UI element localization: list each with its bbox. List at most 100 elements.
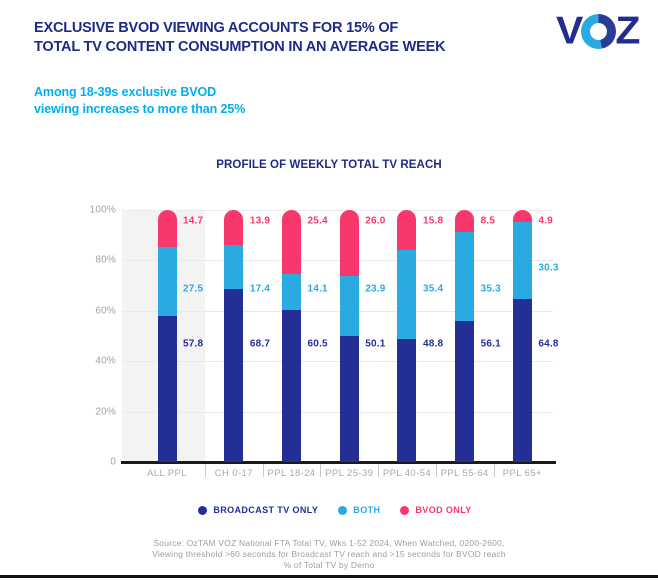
grid-line xyxy=(122,361,553,363)
y-axis-label: 80% xyxy=(95,254,116,266)
legend-label: BROADCAST TV ONLY xyxy=(213,505,319,515)
page-title-line1: EXCLUSIVE BVOD VIEWING ACCOUNTS FOR 15% … xyxy=(34,20,399,36)
bar-segment-bvod-only xyxy=(282,210,302,274)
value-label: 17.4 xyxy=(249,283,271,295)
legend-item: BOTH xyxy=(338,505,380,515)
value-label: 15.8 xyxy=(422,215,444,227)
legend-item: BVOD ONLY xyxy=(400,505,471,515)
x-axis-label: PPL 40-54 xyxy=(382,468,432,479)
value-label: 68.7 xyxy=(249,338,271,350)
value-label: 35.3 xyxy=(480,283,501,295)
x-axis-line xyxy=(121,461,556,464)
x-axis-label: PPL 25-39 xyxy=(325,468,374,479)
value-label: 27.5 xyxy=(183,283,204,295)
bar-segment-bvod-only xyxy=(455,210,475,232)
x-axis-tick xyxy=(378,464,380,477)
value-label: 13.9 xyxy=(249,215,271,227)
stacked-bar xyxy=(224,210,244,462)
chart-title: PROFILE OF WEEKLY TOTAL TV REACH xyxy=(216,159,442,171)
page-title-line2: TOTAL TV CONTENT CONSUMPTION IN AN AVERA… xyxy=(34,38,446,55)
legend-dot-icon xyxy=(198,505,208,515)
grid-line xyxy=(122,210,553,211)
x-axis-label: PPL 55-64 xyxy=(440,468,489,479)
value-label: 64.8 xyxy=(538,338,559,350)
value-label: 25.4 xyxy=(307,215,328,227)
page-title: EXCLUSIVE BVOD VIEWING ACCOUNTS FOR 15% … xyxy=(34,19,446,56)
legend-dot-icon xyxy=(400,505,410,515)
bar-segment-both xyxy=(157,247,177,317)
bar-segment-bvod-only xyxy=(224,210,244,246)
value-label: 50.1 xyxy=(365,338,386,350)
bar-segment-both xyxy=(397,249,417,340)
bar-segment-both xyxy=(512,222,532,299)
y-axis-label: 100% xyxy=(89,204,116,216)
legend-dot-icon xyxy=(338,505,348,515)
x-axis-label: CH 0-17 xyxy=(214,468,253,479)
chart-legend: BROADCAST TV ONLY BOTH BVOD ONLY xyxy=(6,505,658,515)
legend-item: BROADCAST TV ONLY xyxy=(198,505,318,515)
bar-segment-both xyxy=(455,231,475,321)
value-label: 14.7 xyxy=(183,215,204,227)
bar-segment-bvod-only xyxy=(339,210,359,276)
value-label: 8.5 xyxy=(480,215,496,227)
grid-line xyxy=(122,411,553,413)
x-axis-tick xyxy=(435,464,437,477)
page-subtitle-line1: Among 18-39s exclusive BVOD xyxy=(34,85,217,99)
x-axis-tick xyxy=(493,464,495,477)
bar-segment-broadcast-only xyxy=(397,339,417,462)
grid-line xyxy=(122,310,553,312)
bar-segment-broadcast-only xyxy=(224,288,244,462)
x-axis-label: PPL 18-24 xyxy=(267,468,316,479)
bottom-rule xyxy=(0,575,658,578)
value-label: 35.4 xyxy=(422,283,444,295)
value-label: 4.9 xyxy=(538,215,553,227)
voz-logo-letter-z: Z xyxy=(615,8,640,52)
value-label: 56.1 xyxy=(480,338,501,350)
value-label: 60.5 xyxy=(307,338,328,350)
x-axis-tick xyxy=(205,464,206,477)
tv-reach-chart: 100% 80% 60% 40% 20% 0 14.7 27.5 57.8 ALL PPL 13.9… xyxy=(89,204,559,480)
bar-segment-broadcast-only xyxy=(339,335,359,462)
stacked-bar xyxy=(512,210,532,462)
stacked-bar xyxy=(282,210,302,462)
value-label: 30.3 xyxy=(538,262,559,274)
y-axis-label: 60% xyxy=(95,305,116,317)
x-axis-label: ALL PPL xyxy=(147,468,187,479)
stacked-bar xyxy=(455,210,475,462)
source-note: Source: OzTAM VOZ National FTA Total TV,… xyxy=(0,538,658,571)
bar-segment-both xyxy=(282,274,302,310)
page-subtitle-line2: viewing increases to more than 25% xyxy=(34,101,246,116)
x-axis-label: PPL 65+ xyxy=(502,468,542,479)
value-label: 23.9 xyxy=(365,283,386,295)
page-subtitle: Among 18-39s exclusive BVOD viewing incr… xyxy=(34,84,245,117)
bar-segment-broadcast-only xyxy=(157,316,177,462)
bar-segment-bvod-only xyxy=(397,210,417,250)
stacked-bar xyxy=(339,210,359,462)
grid-line xyxy=(122,260,553,262)
bar-segment-both xyxy=(224,245,244,289)
value-label: 48.8 xyxy=(422,338,444,350)
bar-segment-broadcast-only xyxy=(282,309,302,462)
y-axis-label: 40% xyxy=(95,355,116,367)
stacked-bar xyxy=(157,210,177,462)
x-axis-tick xyxy=(262,464,264,477)
legend-label: BVOD ONLY xyxy=(415,505,472,515)
bar-segment-bvod-only xyxy=(157,210,177,248)
legend-label: BOTH xyxy=(353,505,381,515)
voz-logo-o-icon xyxy=(581,13,617,49)
bar-segment-broadcast-only xyxy=(455,320,475,462)
bar-segment-both xyxy=(339,275,359,336)
source-note-line2: Viewing threshold >60 seconds for Broadc… xyxy=(152,549,506,559)
voz-logo: V Z xyxy=(556,8,640,52)
source-note-line1: Source: OzTAM VOZ National FTA Total TV,… xyxy=(153,538,505,548)
bar-segment-bvod-only xyxy=(512,210,532,223)
value-label: 57.8 xyxy=(183,338,204,350)
value-label: 14.1 xyxy=(307,283,328,295)
y-axis-label: 20% xyxy=(95,406,116,418)
value-label: 26.0 xyxy=(365,215,386,227)
source-note-line3: % of Total TV by Demo xyxy=(283,560,375,570)
x-axis-tick xyxy=(320,464,322,477)
voz-logo-letter-v: V xyxy=(556,8,583,52)
stacked-bar xyxy=(397,210,417,462)
